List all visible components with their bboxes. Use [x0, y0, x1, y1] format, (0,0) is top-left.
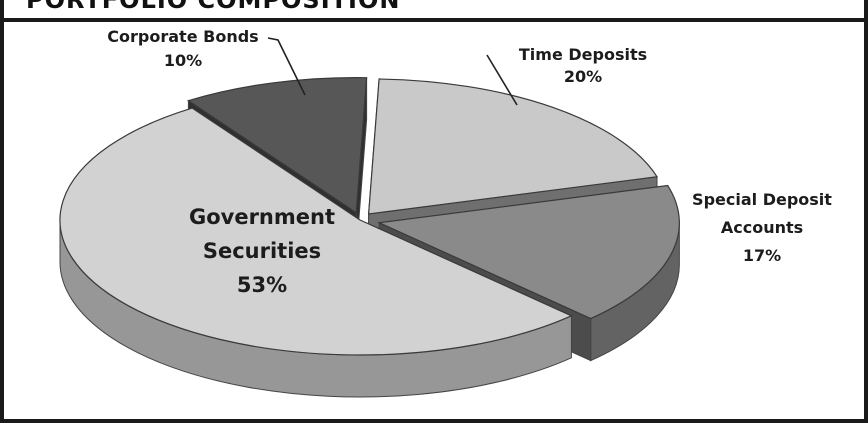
label-line-government-securities-2: 53%: [237, 273, 287, 297]
leader-corporate-bonds: [267, 37, 306, 96]
label-corporate-bonds: Corporate Bonds 10%: [107, 27, 258, 70]
chart-title: PORTFOLIO COMPOSITION: [26, 0, 401, 14]
label-line-special-deposit-accounts-1: Accounts: [721, 218, 803, 237]
label-line-corporate-bonds-1: 10%: [164, 51, 202, 70]
label-line-corporate-bonds-0: Corporate Bonds: [107, 27, 258, 46]
label-government-securities: Government Securities 53%: [189, 205, 335, 297]
slice-special-deposit-accounts: [377, 184, 680, 320]
leader-time-deposits: [486, 54, 518, 106]
label-line-special-deposit-accounts-2: 17%: [743, 246, 781, 265]
label-line-time-deposits-0: Time Deposits: [519, 45, 647, 64]
label-line-special-deposit-accounts-0: Special Deposit: [692, 190, 832, 209]
label-special-deposit-accounts: Special Deposit Accounts 17%: [692, 190, 832, 265]
slice-time-deposits: [367, 78, 659, 215]
slice-government-securities: [59, 107, 573, 356]
label-line-government-securities-0: Government: [189, 205, 335, 229]
slice-corporate-bonds: [186, 77, 368, 214]
label-time-deposits: Time Deposits 20%: [519, 45, 647, 86]
label-line-government-securities-1: Securities: [203, 239, 321, 263]
label-line-time-deposits-1: 20%: [564, 67, 602, 86]
header-divider: [0, 18, 868, 22]
